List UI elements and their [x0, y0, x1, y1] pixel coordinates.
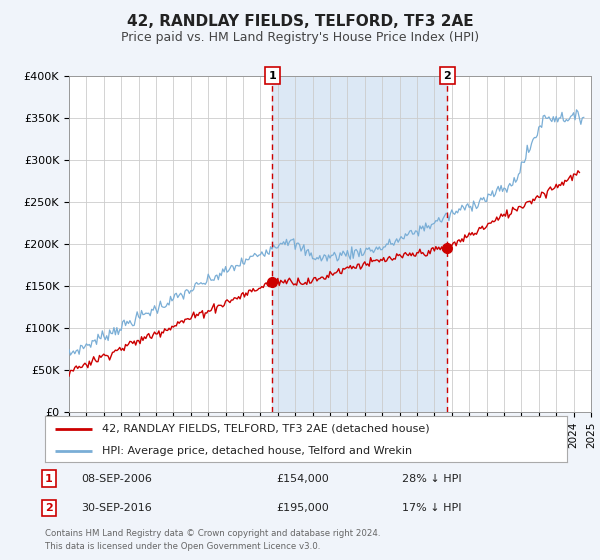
Text: 17% ↓ HPI: 17% ↓ HPI [402, 503, 461, 513]
Text: £154,000: £154,000 [276, 474, 329, 484]
Text: 1: 1 [45, 474, 53, 484]
Text: £195,000: £195,000 [276, 503, 329, 513]
Text: 30-SEP-2016: 30-SEP-2016 [81, 503, 152, 513]
Text: Price paid vs. HM Land Registry's House Price Index (HPI): Price paid vs. HM Land Registry's House … [121, 31, 479, 44]
Text: 28% ↓ HPI: 28% ↓ HPI [402, 474, 461, 484]
Text: 2: 2 [45, 503, 53, 513]
Text: HPI: Average price, detached house, Telford and Wrekin: HPI: Average price, detached house, Telf… [103, 446, 413, 455]
Text: 2: 2 [443, 71, 451, 81]
Text: 42, RANDLAY FIELDS, TELFORD, TF3 2AE: 42, RANDLAY FIELDS, TELFORD, TF3 2AE [127, 14, 473, 29]
Text: Contains HM Land Registry data © Crown copyright and database right 2024.
This d: Contains HM Land Registry data © Crown c… [45, 529, 380, 550]
Text: 1: 1 [269, 71, 276, 81]
Text: 42, RANDLAY FIELDS, TELFORD, TF3 2AE (detached house): 42, RANDLAY FIELDS, TELFORD, TF3 2AE (de… [103, 424, 430, 434]
Bar [272, 76, 448, 412]
Text: 08-SEP-2006: 08-SEP-2006 [81, 474, 152, 484]
